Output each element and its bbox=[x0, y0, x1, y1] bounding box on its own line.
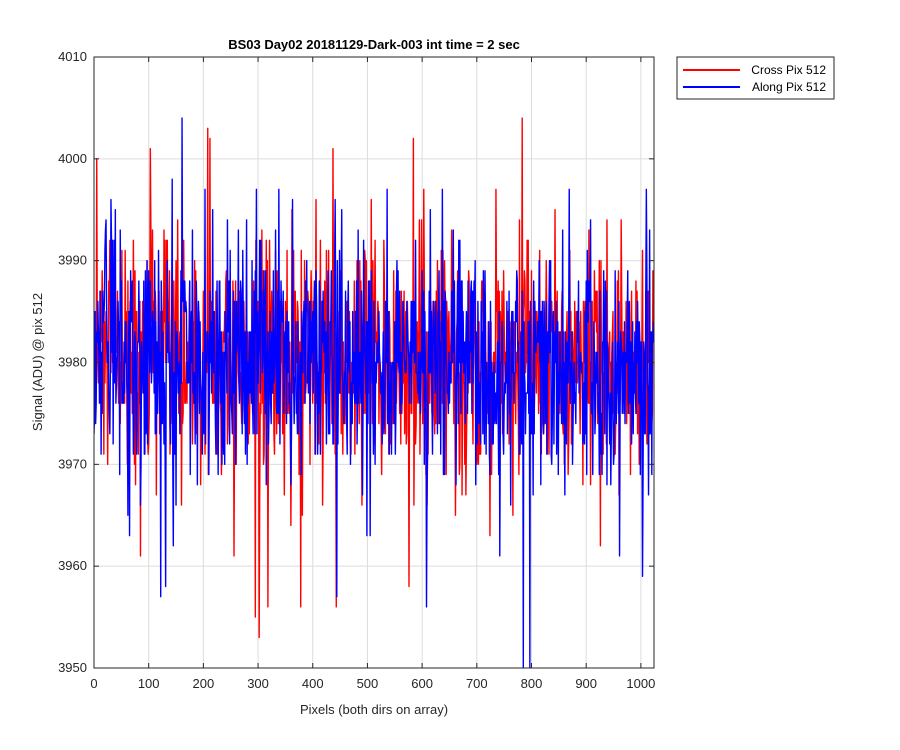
x-tick-label: 400 bbox=[302, 676, 324, 691]
y-tick-label: 3970 bbox=[58, 456, 87, 471]
series-line-along-pix-512 bbox=[94, 117, 654, 668]
x-tick-label: 700 bbox=[466, 676, 488, 691]
x-tick-label: 200 bbox=[193, 676, 215, 691]
legend: Cross Pix 512 Along Pix 512 bbox=[676, 56, 835, 100]
y-tick-label: 4000 bbox=[58, 151, 87, 166]
x-tick-label: 800 bbox=[521, 676, 543, 691]
x-tick-label: 500 bbox=[357, 676, 379, 691]
legend-entry-cross-pix: Cross Pix 512 bbox=[751, 63, 826, 77]
x-axis-label: Pixels (both dirs on array) bbox=[300, 702, 448, 717]
y-axis-label: Signal (ADU) @ pix 512 bbox=[30, 293, 45, 431]
legend-box bbox=[676, 56, 835, 100]
x-tick-label: 0 bbox=[90, 676, 97, 691]
series-layer bbox=[94, 117, 654, 668]
x-tick-label: 1000 bbox=[626, 676, 655, 691]
x-axis: 0 100 200 300 400 500 600 700 800 900 1000 bbox=[90, 57, 655, 691]
chart-title: BS03 Day02 20181129-Dark-003 int time = … bbox=[228, 37, 520, 52]
y-axis: 3950 3960 3970 3980 3990 4000 4010 bbox=[58, 49, 654, 675]
y-tick-label: 3950 bbox=[58, 660, 87, 675]
y-tick-label: 3990 bbox=[58, 253, 87, 268]
x-tick-label: 100 bbox=[138, 676, 160, 691]
y-tick-label: 3960 bbox=[58, 558, 87, 573]
x-tick-label: 900 bbox=[575, 676, 597, 691]
y-tick-label: 4010 bbox=[58, 49, 87, 64]
x-tick-label: 300 bbox=[247, 676, 269, 691]
y-tick-label: 3980 bbox=[58, 355, 87, 370]
legend-entry-along-pix: Along Pix 512 bbox=[752, 80, 826, 94]
x-tick-label: 600 bbox=[411, 676, 433, 691]
